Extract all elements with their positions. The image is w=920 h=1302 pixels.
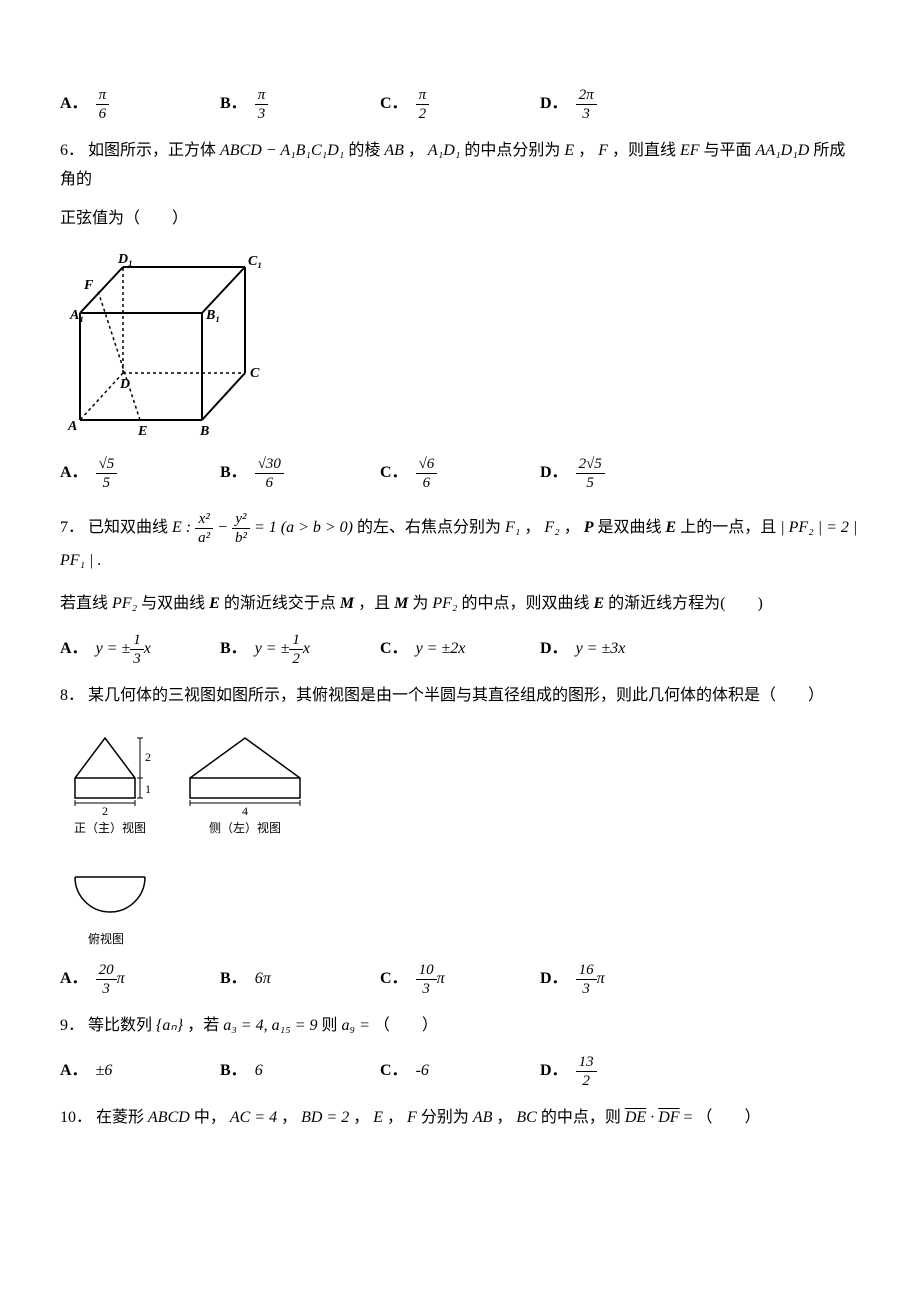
q6-f: F — [598, 142, 608, 159]
opt-label-c: C． — [380, 90, 408, 119]
svg-text:4: 4 — [242, 804, 248, 818]
q6-m2: 的中点分别为 — [464, 142, 560, 159]
q6-figure: A₁ B₁ C₁ D₁ A B C D E F — [60, 245, 860, 445]
top-view: 俯视图 — [60, 859, 860, 951]
q9-opt-c: C．-6 — [380, 1053, 540, 1090]
svg-text:2: 2 — [145, 750, 151, 764]
q5-opt-a: A． π6 — [60, 86, 220, 123]
q6-edge2: A₁D₁ — [428, 142, 460, 159]
q5-opt-b: B． π3 — [220, 86, 380, 123]
q6-edge1: AB — [384, 142, 404, 159]
q7-line2: 若直线 PF₂ 与双曲线 E 的渐近线交于点 M ，且 M 为 PF₂ 的中点，… — [60, 590, 860, 619]
vector-de: DE — [625, 1109, 646, 1126]
svg-text:D: D — [119, 377, 130, 392]
svg-text:A₁: A₁ — [69, 308, 84, 323]
svg-text:D₁: D₁ — [117, 252, 133, 267]
svg-text:F: F — [83, 278, 94, 293]
q6-m4: 与平面 — [704, 142, 752, 159]
q8-opt-b: B． 6π — [220, 961, 380, 998]
q9-opt-b: B．6 — [220, 1053, 380, 1090]
q5-a-frac: π6 — [96, 86, 110, 123]
svg-text:E: E — [137, 424, 147, 439]
q8-figure: 2 2 1 正（主）视图 4 侧（左）视图 俯视图 — [60, 723, 860, 951]
front-view: 2 2 1 正（主）视图 — [60, 723, 160, 840]
cube-svg: A₁ B₁ C₁ D₁ A B C D E F — [60, 245, 270, 445]
q8-opt-c: C． 103 π — [380, 961, 540, 998]
q7-options: A． y = ± 13 x B． y = ± 12 x C． y = ±2x D… — [60, 631, 860, 668]
q7-opt-b: B． y = ± 12 x — [220, 631, 380, 668]
q7-opt-a: A． y = ± 13 x — [60, 631, 220, 668]
q10: 10． 在菱形 ABCD 中， AC = 4 ， BD = 2 ， E ， F … — [60, 1104, 860, 1133]
svg-text:B: B — [199, 424, 209, 439]
q5-opt-d: D． 2π3 — [540, 86, 700, 123]
opt-label-b: B． — [220, 90, 247, 119]
q8-opt-a: A． 203 π — [60, 961, 220, 998]
q6-plane: AA₁D₁D — [756, 142, 810, 159]
svg-text:2: 2 — [102, 804, 108, 818]
q6-options: A． √55 B． √306 C． √66 D． 2√55 — [60, 455, 860, 492]
opt-label-a: A． — [60, 90, 88, 119]
svg-text:A: A — [67, 419, 77, 434]
q6-opt-c: C． √66 — [380, 455, 540, 492]
q7-opt-d: D． y = ±3x — [540, 631, 700, 668]
q6-pre: 如图所示，正方体 — [88, 142, 216, 159]
q9-opt-a: A．±6 — [60, 1053, 220, 1090]
q8: 8． 某几何体的三视图如图所示，其俯视图是由一个半圆与其直径组成的图形，则此几何… — [60, 682, 860, 711]
q6-c1: ， — [408, 142, 424, 159]
q8-opt-d: D． 163 π — [540, 961, 700, 998]
q5-d-frac: 2π3 — [576, 86, 597, 123]
q6-num: 6． — [60, 142, 84, 159]
vector-df: DF — [658, 1109, 679, 1126]
q6-opt-b: B． √306 — [220, 455, 380, 492]
q6-line2: 正弦值为（ ） — [60, 205, 860, 234]
q9: 9． 等比数列 {aₙ} ，若 a₃ = 4, a₁₅ = 9 则 a₉ = （… — [60, 1012, 860, 1041]
q6-m3: ，则直线 — [612, 142, 676, 159]
q9-opt-d: D．132 — [540, 1053, 700, 1090]
svg-text:C: C — [250, 366, 260, 381]
side-view: 4 侧（左）视图 — [180, 723, 310, 840]
q5-c-frac: π2 — [416, 86, 430, 123]
q5-options: A． π6 B． π3 C． π2 D． 2π3 — [60, 86, 860, 123]
q6-e: E — [564, 142, 574, 159]
q6-opt-d: D． 2√55 — [540, 455, 700, 492]
q7: 7． 已知双曲线 E : x²a² − y²b² = 1 (a > b > 0)… — [60, 510, 860, 619]
q9-options: A．±6 B．6 C．-6 D．132 — [60, 1053, 860, 1090]
q5-b-frac: π3 — [255, 86, 269, 123]
q6-c2: ， — [578, 142, 594, 159]
q8-options: A． 203 π B． 6π C． 103 π D． 163 π — [60, 961, 860, 998]
q6: 6． 如图所示，正方体 ABCD − A₁B₁C₁D₁ 的棱 AB ， A₁D₁… — [60, 137, 860, 233]
q6-m1a: 的棱 — [348, 142, 380, 159]
svg-text:1: 1 — [145, 782, 151, 796]
q7-opt-c: C． y = ±2x — [380, 631, 540, 668]
q6-opt-a: A． √55 — [60, 455, 220, 492]
q6-ef: EF — [680, 142, 700, 159]
svg-text:C₁: C₁ — [248, 254, 262, 269]
q6-cube: ABCD − A₁B₁C₁D₁ — [220, 142, 344, 159]
q5-opt-c: C． π2 — [380, 86, 540, 123]
svg-text:B₁: B₁ — [205, 308, 220, 323]
opt-label-d: D． — [540, 90, 568, 119]
